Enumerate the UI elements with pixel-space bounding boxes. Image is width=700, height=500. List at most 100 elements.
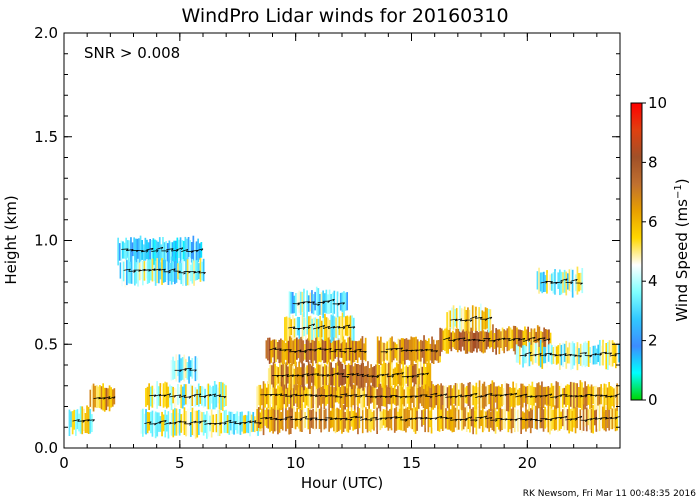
speed-column <box>426 341 429 362</box>
wind-arrow-head <box>173 268 176 271</box>
speed-column <box>315 286 318 316</box>
speed-column <box>303 317 305 337</box>
speed-column <box>579 409 582 431</box>
speed-column <box>225 385 227 406</box>
speed-column <box>593 409 596 426</box>
speed-column <box>309 292 312 312</box>
speed-column <box>318 408 321 429</box>
speed-column <box>437 340 440 363</box>
speed-column <box>512 406 514 428</box>
speed-column <box>445 327 448 354</box>
speed-column <box>78 413 80 432</box>
speed-column <box>68 409 71 436</box>
wind-arrow <box>475 316 483 319</box>
speed-column <box>291 385 294 409</box>
wind-arrow <box>415 417 423 419</box>
speed-column <box>328 383 330 410</box>
speed-column <box>188 385 190 404</box>
wind-arrow <box>148 268 156 272</box>
speed-column <box>197 355 200 384</box>
wind-arrow <box>189 369 197 371</box>
speed-column <box>406 407 409 428</box>
speed-column <box>149 386 152 407</box>
speed-column <box>429 343 432 361</box>
speed-column <box>152 238 155 267</box>
wind-arrow <box>470 393 478 396</box>
speed-column <box>162 414 165 432</box>
speed-column <box>504 406 506 429</box>
speed-column <box>271 365 273 385</box>
wind-arrow-head <box>448 337 451 340</box>
speed-column <box>327 294 329 314</box>
speed-column <box>207 413 210 437</box>
speed-column <box>275 339 277 362</box>
speed-column <box>365 388 367 407</box>
wind-arrow-head <box>484 318 488 321</box>
speed-column <box>565 271 568 296</box>
speed-column <box>194 356 197 382</box>
speed-column <box>288 362 291 390</box>
speed-column <box>284 317 286 341</box>
speed-column <box>265 387 268 405</box>
wind-arrow-head <box>168 393 172 396</box>
speed-column <box>465 385 468 404</box>
speed-column <box>275 403 278 431</box>
wind-arrow-head <box>149 421 152 424</box>
speed-column <box>360 363 363 388</box>
wind-arrow-head <box>518 338 521 341</box>
speed-column <box>448 405 450 430</box>
speed-column <box>585 407 588 432</box>
speed-column <box>339 387 342 408</box>
wind-arrow-head <box>539 353 542 356</box>
wind-arrow <box>465 416 473 420</box>
speed-column <box>286 387 289 407</box>
speed-column <box>361 336 364 365</box>
wind-arrow <box>480 394 488 398</box>
speed-column <box>324 313 326 341</box>
speed-column <box>526 386 529 405</box>
wind-arrow <box>331 372 339 376</box>
speed-column <box>325 317 328 341</box>
speed-column <box>449 310 452 328</box>
wind-arrow <box>560 278 568 282</box>
speed-column <box>429 410 431 428</box>
speed-column <box>395 362 398 387</box>
wind-arrow <box>193 270 201 274</box>
speed-column <box>552 385 554 407</box>
speed-column <box>563 343 566 362</box>
speed-column <box>472 332 475 352</box>
speed-column <box>298 290 300 313</box>
speed-column <box>323 381 326 410</box>
wind-arrow-head <box>515 392 518 396</box>
wind-arrow <box>475 416 483 419</box>
speed-column <box>299 291 302 315</box>
speed-column <box>310 338 313 364</box>
speed-column <box>133 237 135 265</box>
speed-column <box>541 331 544 351</box>
speed-column <box>357 363 360 389</box>
wind-arrow <box>445 417 453 420</box>
speed-column <box>599 340 601 366</box>
speed-column <box>543 327 545 357</box>
wind-arrow-head <box>176 249 179 252</box>
speed-column <box>335 363 337 391</box>
colorbar-label: Wind Speed (ms−1) <box>673 178 691 321</box>
speed-column <box>317 404 319 432</box>
wind-arrow-head <box>317 303 320 306</box>
speed-column <box>207 383 210 410</box>
speed-column <box>338 316 341 336</box>
speed-column <box>531 345 534 365</box>
speed-column <box>534 387 537 403</box>
wind-arrow-head <box>585 395 588 398</box>
speed-column <box>558 385 561 408</box>
speed-column <box>351 315 353 341</box>
speed-column <box>608 407 610 431</box>
speed-column <box>557 345 560 364</box>
speed-column <box>509 406 511 430</box>
wind-arrow <box>376 374 384 376</box>
speed-column <box>304 317 307 340</box>
wind-arrow <box>415 394 423 398</box>
speed-column <box>303 363 305 391</box>
wind-arrow-head <box>270 416 273 420</box>
wind-arrow-head <box>580 282 583 285</box>
